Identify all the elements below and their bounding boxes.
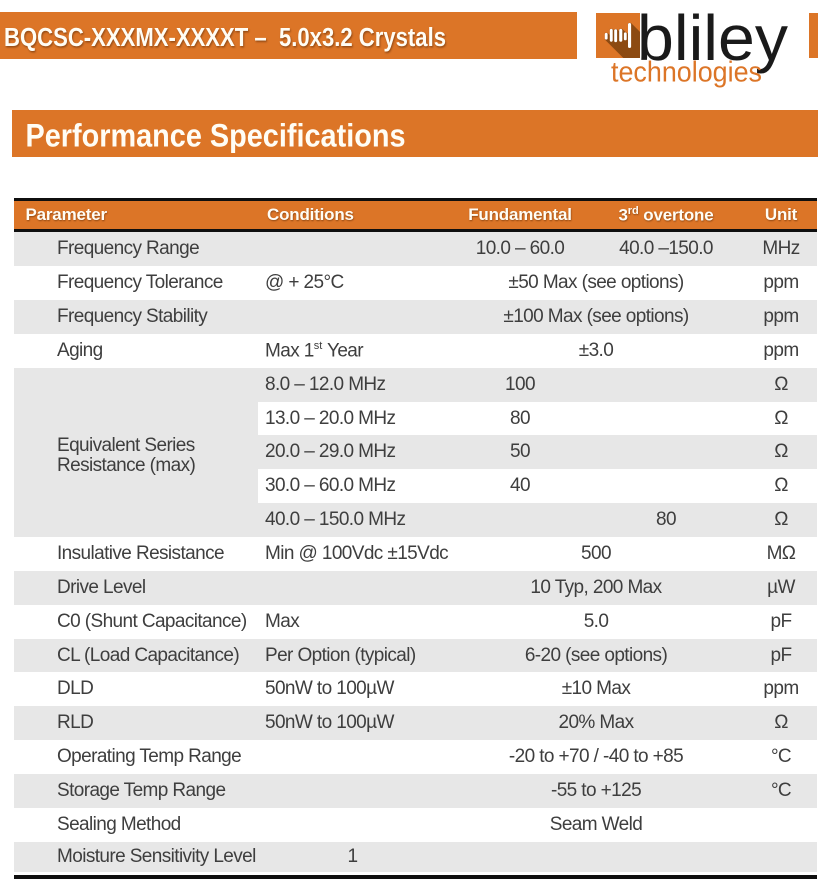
svg-text:technologies: technologies [611, 57, 762, 89]
svg-text:BQCSC-XXXMX-XXXXT – 5.0x3.2 C: BQCSC-XXXMX-XXXXT – 5.0x3.2 Crystals [4, 24, 446, 52]
svg-text:Performance Specifications: Performance Specifications [26, 118, 406, 154]
svg-text:bliley: bliley [637, 2, 788, 74]
